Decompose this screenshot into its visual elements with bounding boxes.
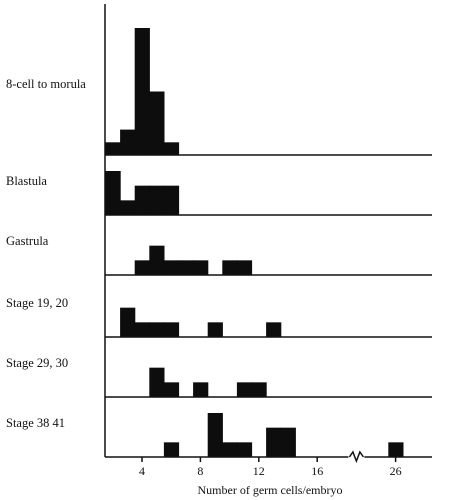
bar [120, 307, 136, 337]
bar [207, 413, 223, 457]
bar [105, 142, 121, 155]
bar [149, 245, 165, 275]
bar [178, 260, 194, 275]
bar [266, 427, 282, 457]
x-tick-label: 26 [390, 464, 402, 478]
bar [236, 442, 253, 457]
bar [149, 91, 165, 155]
panel-label: Stage 29, 30 [6, 356, 68, 370]
bar [163, 382, 180, 397]
panel-label: Stage 38 41 [6, 416, 65, 430]
bar [236, 382, 253, 397]
bar [266, 322, 282, 337]
bar [134, 28, 150, 155]
bar [149, 185, 165, 215]
bar [388, 442, 404, 457]
panel-4: Stage 29, 30 [6, 356, 432, 398]
panel-label: Blastula [6, 174, 47, 188]
panel-2: Gastrula [6, 234, 432, 276]
panel-0: 8-cell to morula [6, 28, 432, 156]
panel-5: Stage 38 41 [6, 413, 432, 458]
x-tick-label: 8 [197, 464, 203, 478]
bar [251, 382, 267, 397]
x-axis-title: Number of germ cells/embryo [198, 483, 343, 497]
bar [163, 442, 180, 457]
bar [163, 260, 180, 275]
bar [134, 260, 150, 275]
panel-label: 8-cell to morula [6, 77, 86, 91]
axis-break-gap [348, 454, 365, 460]
bar [120, 200, 136, 215]
bar [163, 322, 180, 337]
panel-3: Stage 19, 20 [6, 296, 432, 338]
panel-label: Gastrula [6, 234, 49, 248]
x-tick-label: 4 [139, 464, 145, 478]
bar [149, 322, 165, 337]
axis-break-zigzag [348, 450, 365, 464]
bar [193, 382, 209, 397]
bar [207, 322, 223, 337]
bar [105, 171, 121, 215]
panel-1: Blastula [6, 171, 432, 216]
bar [280, 427, 296, 457]
panel-label: Stage 19, 20 [6, 296, 68, 310]
x-axis: 4 8 12 16 26 [139, 450, 402, 478]
bar [163, 142, 180, 155]
bar [236, 260, 253, 275]
histogram-panels: 8-cell to morula Blastula Gastrula Stage 19… [6, 4, 432, 458]
bar [149, 367, 165, 397]
bar [134, 185, 150, 215]
bar [222, 260, 238, 275]
x-tick-label: 16 [311, 464, 323, 478]
bar [120, 129, 136, 155]
x-tick-label: 12 [253, 464, 265, 478]
bar [193, 260, 209, 275]
bar [134, 322, 150, 337]
bar [163, 185, 180, 215]
bar [222, 442, 238, 457]
